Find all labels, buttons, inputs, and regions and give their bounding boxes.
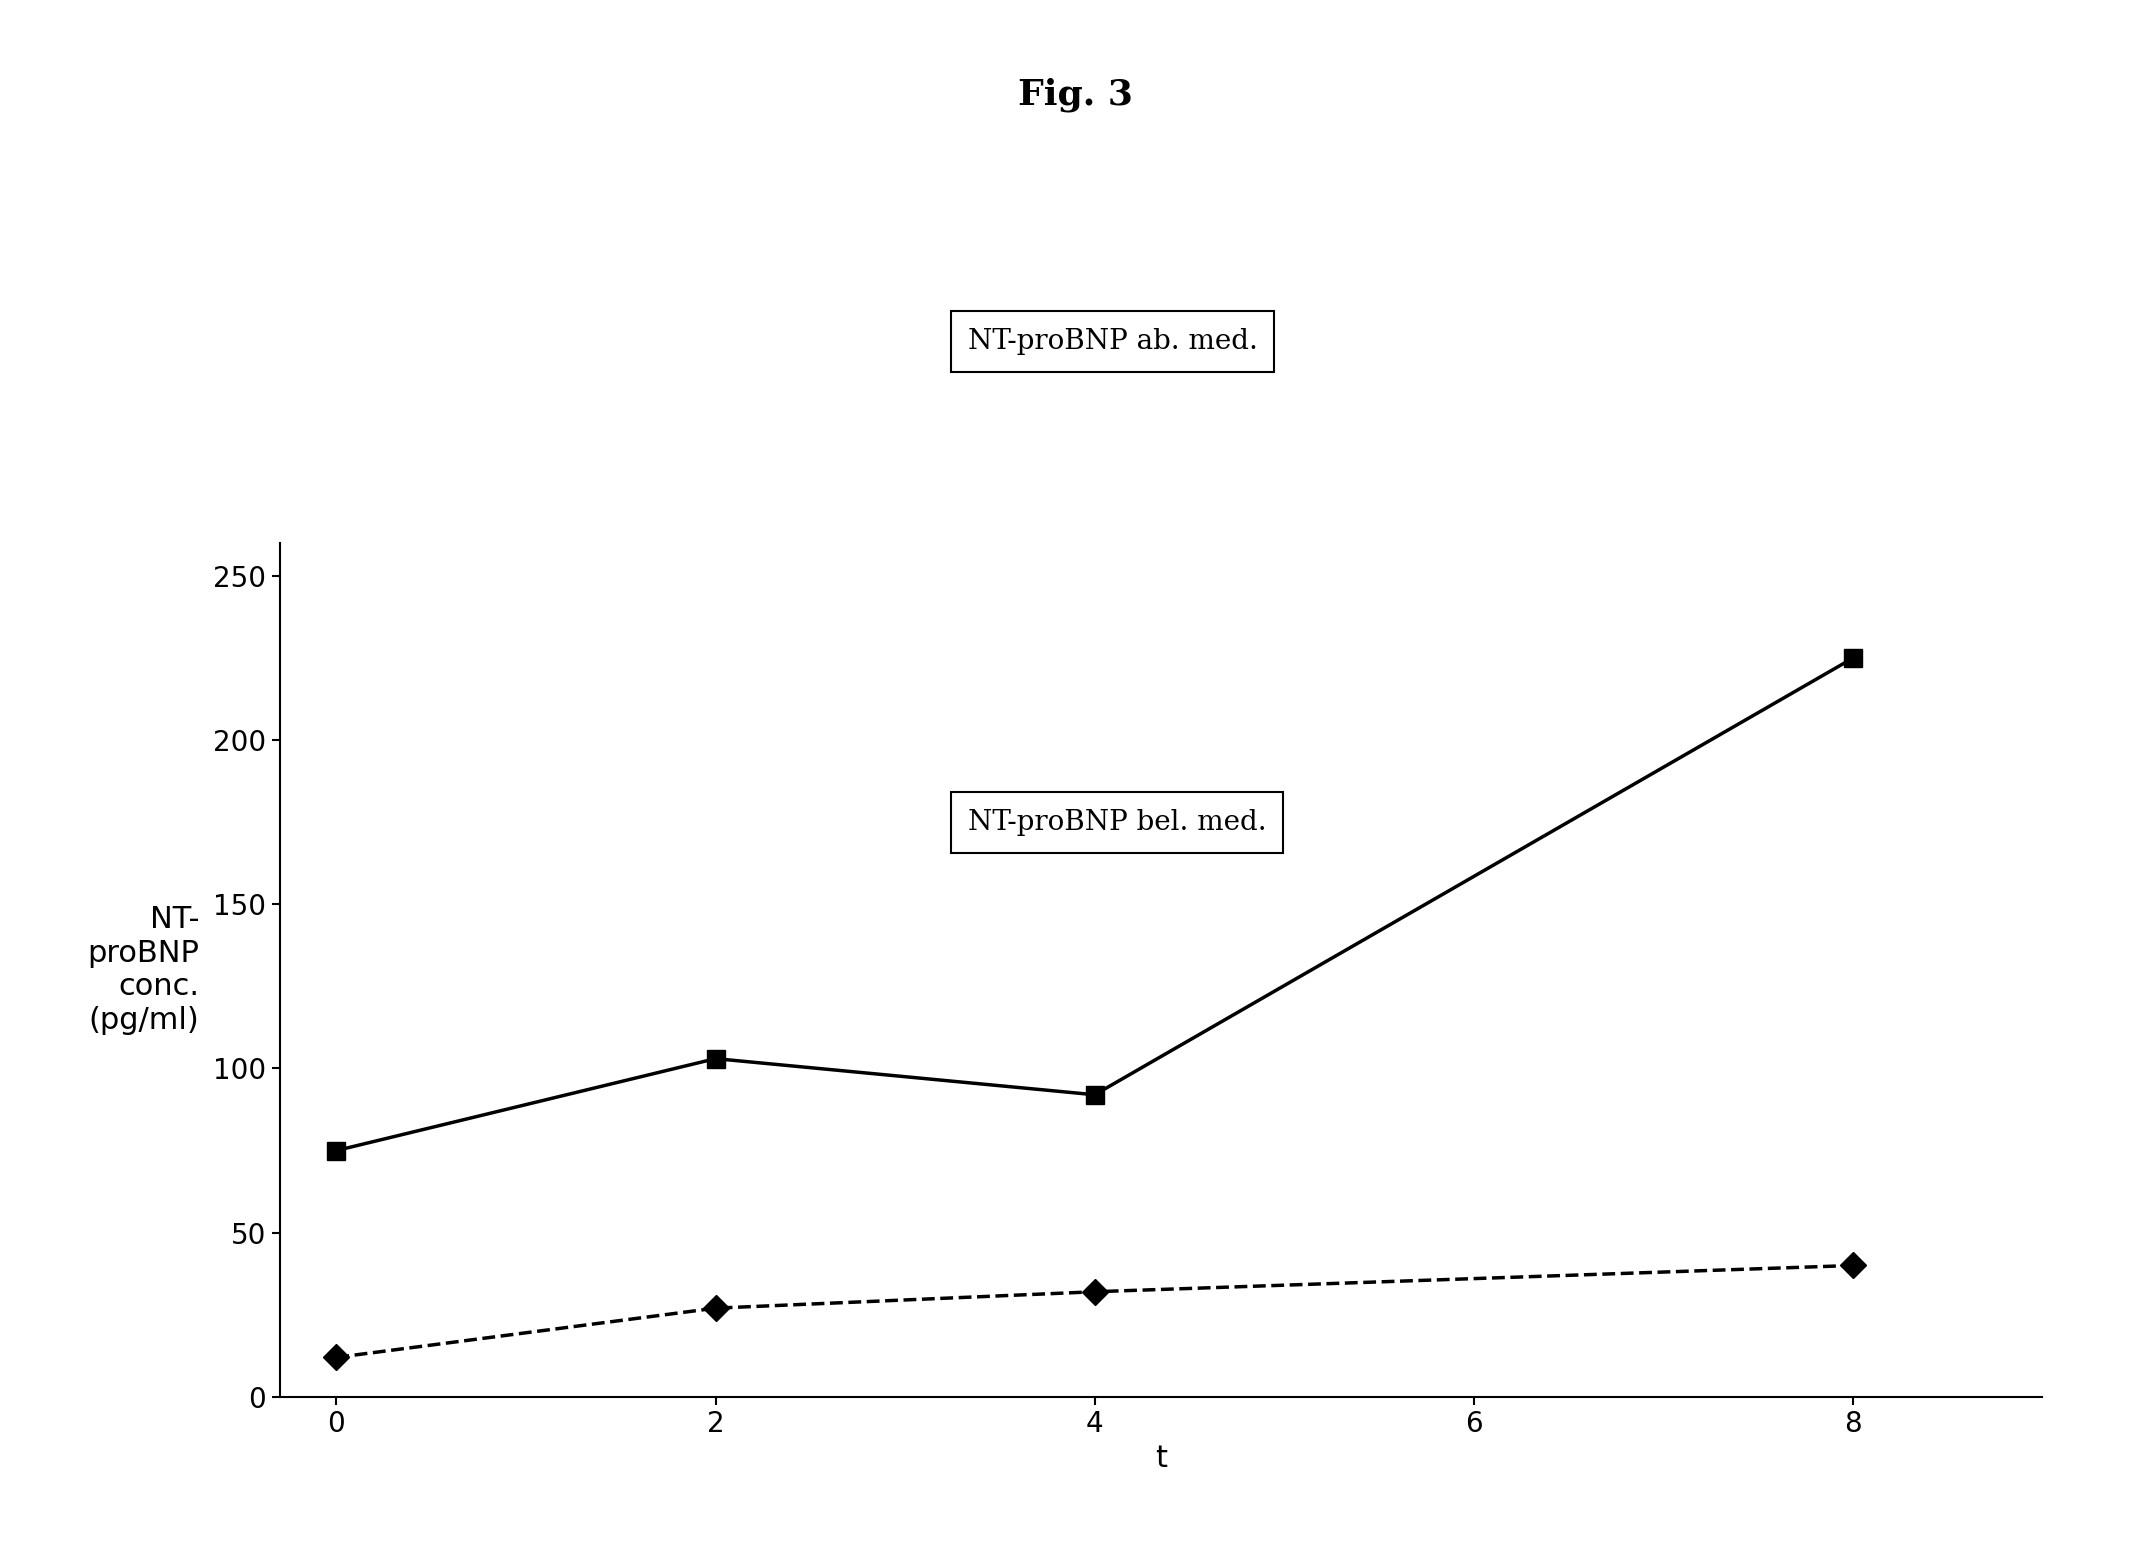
Text: NT-proBNP ab. med.: NT-proBNP ab. med. xyxy=(968,327,1258,355)
Y-axis label: NT-
proBNP
conc.
(pg/ml): NT- proBNP conc. (pg/ml) xyxy=(88,905,200,1035)
Text: Fig. 3: Fig. 3 xyxy=(1017,78,1133,112)
Text: NT-proBNP bel. med.: NT-proBNP bel. med. xyxy=(968,809,1266,837)
X-axis label: t: t xyxy=(1155,1443,1167,1473)
